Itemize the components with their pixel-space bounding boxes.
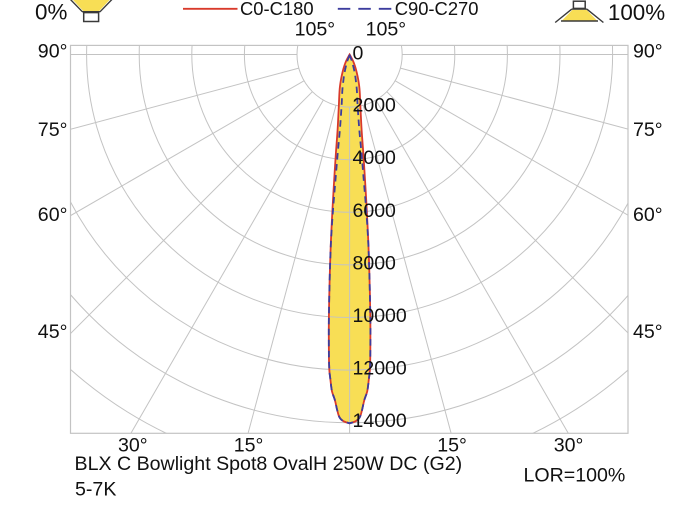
svg-text:5-7K: 5-7K <box>75 479 116 501</box>
svg-text:60°: 60° <box>633 204 663 226</box>
svg-text:8000: 8000 <box>353 252 397 274</box>
svg-text:LOR=100%: LOR=100% <box>524 465 626 487</box>
svg-text:6000: 6000 <box>353 200 397 222</box>
svg-text:60°: 60° <box>38 204 68 226</box>
svg-text:90°: 90° <box>633 41 663 63</box>
svg-text:45°: 45° <box>633 321 663 343</box>
svg-text:45°: 45° <box>38 321 68 343</box>
svg-text:75°: 75° <box>38 119 68 141</box>
svg-text:14000: 14000 <box>353 410 407 432</box>
svg-text:30°: 30° <box>118 434 148 456</box>
svg-text:0%: 0% <box>35 0 67 24</box>
svg-text:0: 0 <box>353 43 364 65</box>
svg-text:C0-C180: C0-C180 <box>240 0 314 19</box>
svg-text:4000: 4000 <box>353 147 397 169</box>
svg-text:100%: 100% <box>608 0 665 25</box>
svg-text:30°: 30° <box>554 434 584 456</box>
svg-text:15°: 15° <box>234 434 264 456</box>
svg-text:C90-C270: C90-C270 <box>395 0 479 19</box>
svg-text:105°: 105° <box>366 19 407 41</box>
svg-text:90°: 90° <box>38 41 68 63</box>
svg-text:105°: 105° <box>295 19 336 41</box>
svg-text:15°: 15° <box>437 434 467 456</box>
svg-text:75°: 75° <box>633 119 663 141</box>
svg-text:BLX C Bowlight Spot8 OvalH 250: BLX C Bowlight Spot8 OvalH 250W DC (G2) <box>75 453 463 475</box>
svg-text:2000: 2000 <box>353 95 397 117</box>
svg-text:10000: 10000 <box>353 305 407 327</box>
svg-text:12000: 12000 <box>353 358 407 380</box>
